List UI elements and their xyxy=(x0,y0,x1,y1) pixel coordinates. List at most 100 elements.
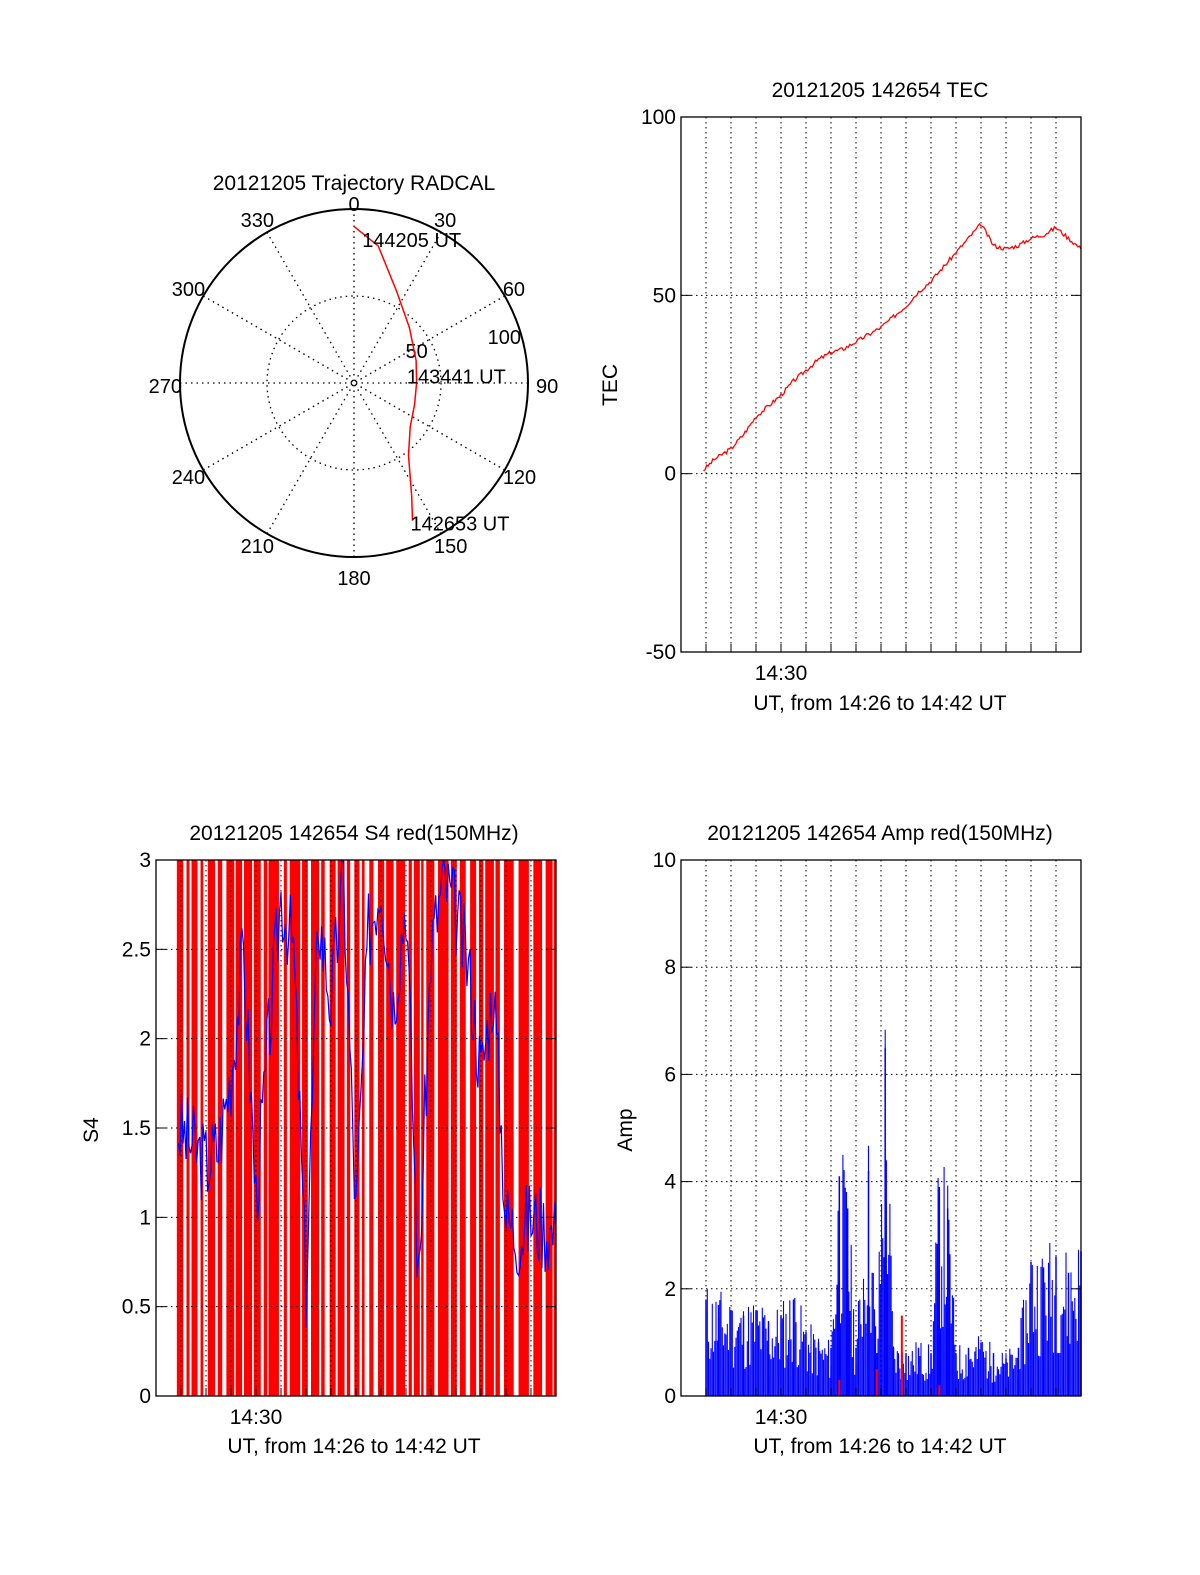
x-tick-label: 14:30 xyxy=(230,1406,283,1429)
s4-red-bar xyxy=(321,860,325,1396)
amp-spikes xyxy=(705,1029,1081,1396)
y-tick-label: 8 xyxy=(664,956,676,979)
s4-panel: 20121205 142654 S4 red(150MHz) S4 UT, fr… xyxy=(80,822,557,1458)
polar-azimuth-label: 240 xyxy=(172,467,205,489)
s4-red-bar xyxy=(302,860,308,1396)
s4-red-bar xyxy=(263,860,268,1396)
s4-red-bar xyxy=(244,860,253,1396)
x-axis: 14:30 xyxy=(155,1388,557,1429)
polar-azimuth-label: 270 xyxy=(149,376,182,398)
trajectory-annotation: 142653 UT xyxy=(410,514,509,536)
polar-azimuth-label: 180 xyxy=(337,568,370,590)
trajectory-annotation: 144205 UT xyxy=(362,230,461,252)
y-axis: 0 2 4 6 8 10 xyxy=(653,849,1081,1408)
y-tick-label: 0 xyxy=(664,463,676,486)
tec-title: 20121205 142654 TEC xyxy=(772,79,989,102)
polar-azimuth-labels: 0 30 60 90 120 150 180 210 240 270 300 330 xyxy=(149,194,559,590)
amp-plot: 0 2 4 6 8 10 14:30 xyxy=(653,849,1082,1429)
s4-red-bar xyxy=(503,860,514,1396)
s4-ylabel: S4 xyxy=(80,1117,103,1143)
polar-azimuth-label: 90 xyxy=(536,376,558,398)
s4-red-bar xyxy=(518,860,529,1396)
s4-red-bar xyxy=(495,860,500,1396)
s4-red-bar xyxy=(346,860,351,1396)
y-tick-label: 6 xyxy=(664,1063,676,1086)
s4-red-bar xyxy=(226,860,235,1396)
trajectory-annotation: 143441 UT xyxy=(407,366,506,388)
tec-ylabel: TEC xyxy=(599,364,622,406)
y-tick-label: 2.5 xyxy=(122,938,151,961)
series-0 xyxy=(703,222,1082,472)
y-tick-label: 100 xyxy=(641,106,676,129)
s4-red-bar xyxy=(235,860,243,1396)
s4-red-bar xyxy=(268,860,279,1396)
polar-radius-label: 100 xyxy=(488,327,521,349)
polar-azimuth-label: 300 xyxy=(172,279,205,301)
grid xyxy=(681,117,1081,652)
y-tick-label: 2 xyxy=(139,1028,151,1051)
x-axis: 14:30 xyxy=(680,644,1082,685)
trajectory-annotations: 144205 UT 143441 UT 142653 UT xyxy=(362,230,509,536)
s4-red-bar xyxy=(470,860,477,1396)
polar-azimuth-label: 0 xyxy=(348,194,359,216)
y-axis: -50 0 50 100 xyxy=(641,106,1081,664)
y-axis: 0 0.5 1 1.5 2 2.5 3 xyxy=(122,849,556,1408)
series-line xyxy=(703,222,1082,472)
s4-xlabel: UT, from 14:26 to 14:42 UT xyxy=(227,1435,480,1458)
y-tick-label: -50 xyxy=(646,641,676,664)
y-tick-label: 4 xyxy=(664,1171,676,1194)
polar-grid xyxy=(179,208,529,558)
polar-azimuth-label: 210 xyxy=(241,536,274,558)
tec-panel: 20121205 142654 TEC TEC UT, from 14:26 t… xyxy=(599,79,1082,715)
x-tick-label: 14:30 xyxy=(755,1406,808,1429)
polar-azimuth-label: 120 xyxy=(503,467,536,489)
s4-red-bar xyxy=(437,860,449,1396)
polar-radius-labels: 50 100 xyxy=(406,327,521,363)
s4-red-bar xyxy=(329,860,336,1396)
s4-red-bar xyxy=(283,860,287,1396)
s4-red-bar xyxy=(485,860,494,1396)
s4-red-bar xyxy=(386,860,394,1396)
polar-inner-circle xyxy=(266,295,442,471)
polar-azimuth-label: 60 xyxy=(503,279,525,301)
trajectory-panel: 20121205 Trajectory RADCAL 0 30 60 90 120 150… xyxy=(149,172,559,590)
polar-azimuth-label: 150 xyxy=(434,536,467,558)
grid xyxy=(681,860,1081,1396)
tec-plot: -50 0 50 100 14:30 xyxy=(641,106,1082,685)
y-tick-label: 0.5 xyxy=(122,1296,151,1319)
x-tick-label: 14:30 xyxy=(755,662,808,685)
amp-title: 20121205 142654 Amp red(150MHz) xyxy=(707,822,1053,845)
s4-red-bar xyxy=(311,860,320,1396)
series-line xyxy=(177,859,557,1328)
s4-red-bar xyxy=(450,860,457,1396)
y-tick-label: 1 xyxy=(139,1206,151,1229)
grid xyxy=(156,860,556,1396)
tec-xlabel: UT, from 14:26 to 14:42 UT xyxy=(753,692,1006,715)
y-tick-label: 50 xyxy=(653,284,676,307)
y-tick-label: 10 xyxy=(653,849,676,872)
s4-red-bar xyxy=(533,860,543,1396)
s4-red-bar xyxy=(396,860,406,1396)
s4-red-bar xyxy=(361,860,365,1396)
y-tick-label: 0 xyxy=(664,1385,676,1408)
x-axis: 14:30 xyxy=(680,1388,1082,1429)
y-tick-label: 0 xyxy=(139,1385,151,1408)
s4-red-bar xyxy=(408,860,412,1396)
trajectory-title: 20121205 Trajectory RADCAL xyxy=(213,172,496,195)
polar-radius-label: 50 xyxy=(406,341,428,363)
s4-plot: 0 0.5 1 1.5 2 2.5 3 14:30 xyxy=(122,849,557,1429)
series-1 xyxy=(838,1315,941,1396)
amp-xlabel: UT, from 14:26 to 14:42 UT xyxy=(753,1435,1006,1458)
s4-red-bar xyxy=(289,860,301,1396)
trajectory-series xyxy=(353,225,418,521)
amp-ylabel: Amp xyxy=(614,1108,637,1151)
amp-panel: 20121205 142654 Amp red(150MHz) Amp UT, … xyxy=(614,822,1082,1458)
s4-title: 20121205 142654 S4 red(150MHz) xyxy=(189,822,518,845)
y-tick-label: 2 xyxy=(664,1278,676,1301)
y-tick-label: 3 xyxy=(139,849,151,872)
s4-red-bar xyxy=(426,860,435,1396)
polar-azimuth-label: 30 xyxy=(434,210,456,232)
s4-red-bar xyxy=(459,860,466,1396)
series-0 xyxy=(705,1029,1082,1396)
